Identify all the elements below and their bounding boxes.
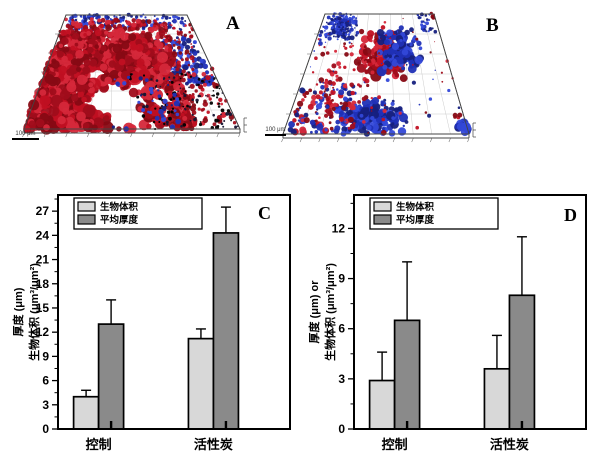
x-axis-tick bbox=[405, 421, 409, 429]
biofilm-blobs bbox=[23, 12, 239, 135]
panel-a-label: A bbox=[226, 13, 240, 34]
bar-平均厚度-控制 bbox=[393, 319, 421, 430]
x-category-label: 活性炭 bbox=[194, 437, 233, 452]
y-tick-label: 6 bbox=[42, 374, 49, 388]
y-tick-label: 0 bbox=[42, 422, 49, 436]
bars-group bbox=[368, 236, 536, 430]
y-tick-label: 12 bbox=[36, 325, 50, 339]
axis-ticks bbox=[22, 33, 241, 138]
y-tick-label: 27 bbox=[36, 204, 50, 218]
plot-box bbox=[57, 194, 291, 430]
y-tick-label: 0 bbox=[338, 422, 345, 436]
y-axis-label: 厚度 (μm) bbox=[11, 287, 25, 336]
x-axis-tick bbox=[224, 421, 228, 429]
bar-平均厚度-活性炭 bbox=[508, 294, 536, 430]
y-tick-label: 18 bbox=[36, 277, 50, 291]
panel-d-chart: 控制 活性炭 0 3 6 9 12 生物体积 平均厚度厚度 (μm) or 生物体积 (μm³/μ… bbox=[304, 185, 596, 460]
bar-生物体积-活性炭 bbox=[187, 337, 215, 430]
panel-b-scale-bar: 100 μm bbox=[265, 127, 286, 136]
y-tick-label: 9 bbox=[338, 272, 345, 286]
y-tick-label: 15 bbox=[36, 301, 50, 315]
legend-label: 平均厚度 bbox=[396, 214, 435, 226]
legend-label: 平均厚度 bbox=[100, 214, 139, 226]
x-axis-tick bbox=[109, 421, 113, 429]
panel-b-render-canvas bbox=[281, 11, 476, 143]
legend-swatch bbox=[373, 214, 392, 225]
z-axis bbox=[243, 117, 247, 133]
panel-d-label: D bbox=[564, 205, 577, 225]
legend-swatch bbox=[373, 201, 392, 212]
bar-生物体积-控制 bbox=[368, 379, 396, 430]
plot-box bbox=[353, 194, 587, 430]
y-axis-label: 生物体积 (μm³/μm²) bbox=[323, 263, 337, 361]
y-axis-label: 生物体积 (μm³/μm²) bbox=[27, 263, 41, 361]
biofilm-blobs bbox=[287, 11, 472, 137]
y-tick-label: 3 bbox=[338, 372, 345, 386]
panel-b-label: B bbox=[486, 15, 499, 36]
x-axis-tick bbox=[520, 421, 524, 429]
axis-ticks bbox=[281, 33, 470, 143]
x-category-label: 控制 bbox=[382, 437, 408, 452]
z-axis bbox=[472, 122, 476, 138]
legend-swatch bbox=[77, 201, 96, 212]
panel-a-render-canvas bbox=[22, 12, 247, 138]
y-axis-ticks: 0 3 6 9 12 15 18 21 24 27 bbox=[36, 198, 58, 436]
bar-生物体积-活性炭 bbox=[483, 367, 511, 430]
x-category-label: 控制 bbox=[86, 437, 112, 452]
legend-label: 生物体积 bbox=[100, 201, 139, 213]
panel-c-chart: 控制 活性炭 0 3 6 9 12 15 18 21 24 27 生物体积 平均厚度 厚度 (μm) 生物体积… bbox=[8, 185, 300, 460]
y-tick-label: 6 bbox=[338, 322, 345, 336]
panel-b-scale-bar-text: 100 μm bbox=[265, 127, 286, 133]
y-axis-label: 厚度 (μm) or bbox=[307, 280, 321, 344]
panel-a-scale-bar: 100 μm bbox=[12, 131, 39, 140]
y-tick-label: 24 bbox=[36, 228, 50, 242]
bars-group bbox=[72, 206, 240, 430]
panel-a-3d-view: A 100 μm bbox=[0, 0, 300, 178]
y-tick-label: 9 bbox=[42, 349, 49, 363]
panel-a-scale-bar-text: 100 μm bbox=[15, 131, 36, 137]
bar-平均厚度-活性炭 bbox=[212, 232, 240, 430]
y-tick-label: 21 bbox=[36, 253, 50, 267]
slab-edges bbox=[282, 134, 470, 139]
x-category-label: 活性炭 bbox=[490, 437, 529, 452]
y-axis-ticks: 0 3 6 9 12 bbox=[332, 202, 354, 436]
legend-label: 生物体积 bbox=[396, 201, 435, 213]
bar-平均厚度-控制 bbox=[97, 323, 125, 430]
y-tick-label: 3 bbox=[42, 398, 49, 412]
panel-c-label: C bbox=[258, 203, 271, 223]
bar-生物体积-控制 bbox=[72, 395, 100, 430]
y-tick-label: 12 bbox=[332, 221, 346, 235]
legend-swatch bbox=[77, 214, 96, 225]
slab-edges bbox=[23, 129, 241, 134]
panel-b-3d-view: B 100 μm bbox=[258, 0, 600, 178]
